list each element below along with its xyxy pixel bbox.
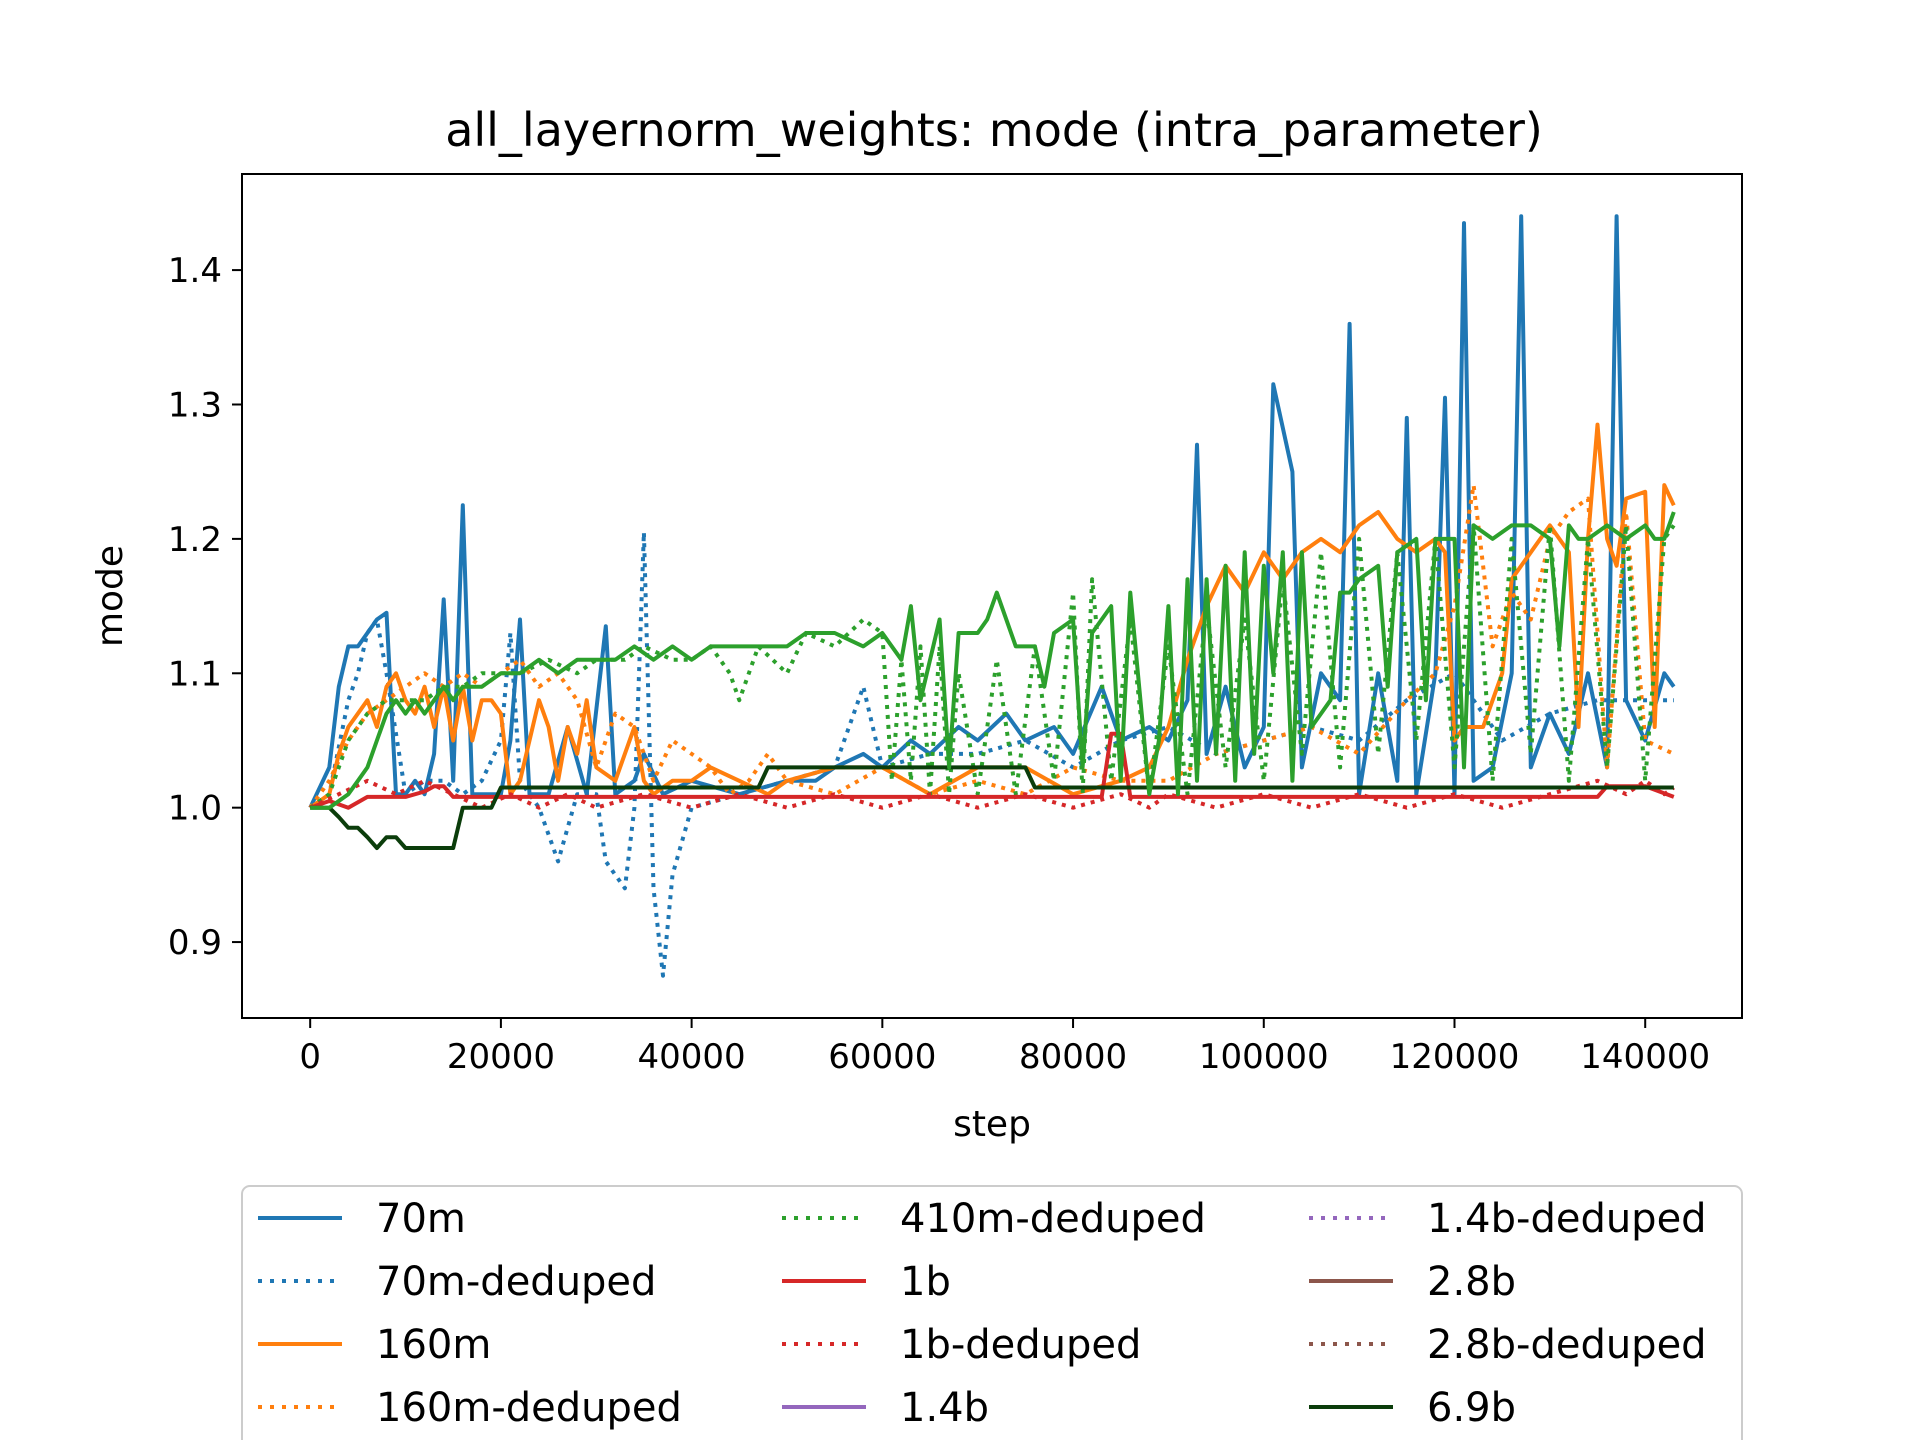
x-axis-label: step [953,1104,1031,1145]
x-axis: 0 20000 40000 60000 80000 100000 120000 140000 [299,1018,1710,1077]
plot-area [308,214,1676,978]
x-tick-label: 0 [299,1037,321,1077]
y-tick-label: 1.2 [168,520,222,560]
legend-label-70m-deduped: 70m-deduped [376,1259,656,1305]
y-tick-label: 1.4 [168,251,222,291]
series-line-410m-deduped [309,523,1676,810]
legend-label-1-4b-deduped: 1.4b-deduped [1427,1196,1707,1242]
series-line-unlabeled-12 [310,511,1676,810]
y-tick-label: 1.0 [168,789,222,829]
legend-label-1b: 1b [900,1259,951,1305]
y-tick-label: 1.1 [168,654,222,694]
plot-frame [241,173,1743,1019]
legend-label-6-9b: 6.9b [1427,1385,1516,1431]
legend-label-1b-deduped: 1b-deduped [900,1322,1141,1368]
x-tick-label: 100000 [1199,1037,1329,1077]
chart-title: all_layernorm_weights: mode (intra_param… [445,103,1543,157]
x-tick-label: 60000 [828,1037,936,1077]
legend-frame [241,1185,1743,1440]
series-line-160m [309,422,1676,810]
series-line-1b [309,731,1675,810]
series-line-1b-deduped [309,778,1675,810]
legend-label-2-8b: 2.8b [1427,1259,1516,1305]
x-tick-label: 40000 [638,1037,746,1077]
y-axis-label: mode [90,545,131,647]
x-tick-label: 80000 [1019,1037,1127,1077]
legend-label-2-8b-deduped: 2.8b-deduped [1427,1322,1707,1368]
series-line-160m-deduped [308,483,1675,809]
x-tick-label: 20000 [447,1037,555,1077]
y-tick-label: 1.3 [168,385,222,425]
legend-label-160m: 160m [376,1322,491,1368]
legend-label-1-4b: 1.4b [900,1385,989,1431]
x-tick-label: 120000 [1390,1037,1520,1077]
legend-label-410m-deduped: 410m-deduped [900,1196,1206,1242]
legend: 70m 70m-deduped 160m 160m-deduped 410m-dedup… [241,1185,1743,1440]
y-tick-label: 0.9 [168,923,222,963]
series-line-6-9b [310,765,1674,850]
legend-label-70m: 70m [376,1196,466,1242]
x-tick-label: 140000 [1580,1037,1710,1077]
legend-label-160m-deduped: 160m-deduped [376,1385,682,1431]
y-axis: 0.9 1.0 1.1 1.2 1.3 1.4 [168,251,242,963]
